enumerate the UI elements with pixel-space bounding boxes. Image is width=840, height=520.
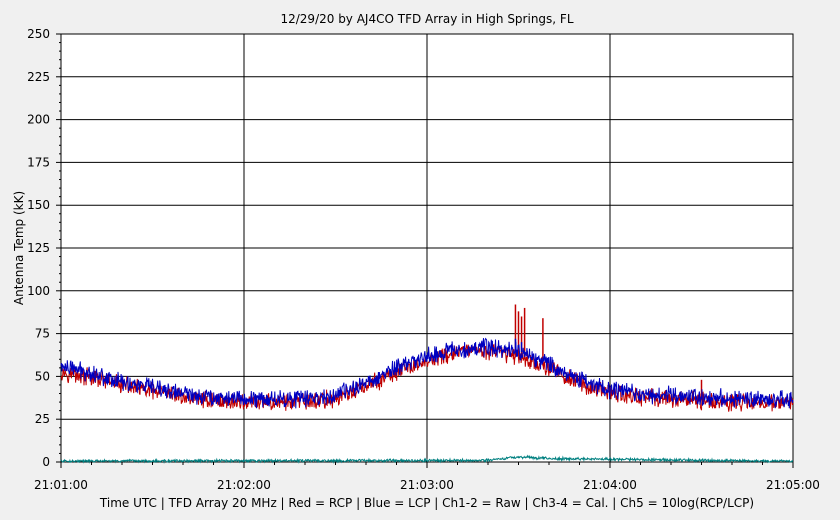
x-tick-label: 21:05:00 [766, 478, 820, 492]
y-tick-label: 200 [27, 113, 50, 127]
y-tick-label: 175 [27, 155, 50, 169]
x-axis-label: Time UTC | TFD Array 20 MHz | Red = RCP … [99, 496, 754, 510]
y-tick-label: 75 [35, 327, 50, 341]
x-tick-label: 21:02:00 [217, 478, 271, 492]
y-tick-label: 225 [27, 70, 50, 84]
series-lcp [60, 337, 794, 409]
axes: 0 25 50 75 100 125 150 175 200 225 250 21:01:00 21:0… [27, 27, 820, 492]
x-tick-label: 21:04:00 [583, 478, 637, 492]
x-tick-label: 21:01:00 [34, 478, 88, 492]
y-tick-label: 150 [27, 198, 50, 212]
x-tick-label: 21:03:00 [400, 478, 454, 492]
grid-lines [61, 34, 793, 462]
series-layer [60, 304, 794, 464]
series-ratio [60, 454, 793, 464]
series-ratio-line [60, 454, 793, 464]
y-axis-label: Antenna Temp (kK) [12, 191, 26, 305]
y-tick-label: 100 [27, 284, 50, 298]
y-tick-label: 125 [27, 241, 50, 255]
y-tick-label: 50 [35, 369, 50, 383]
y-tick-label: 250 [27, 27, 50, 41]
chart-title: 12/29/20 by AJ4CO TFD Array in High Spri… [280, 12, 573, 26]
y-tick-label: 25 [35, 412, 50, 426]
series-lcp-line [60, 337, 794, 409]
y-tick-label: 0 [42, 455, 50, 469]
